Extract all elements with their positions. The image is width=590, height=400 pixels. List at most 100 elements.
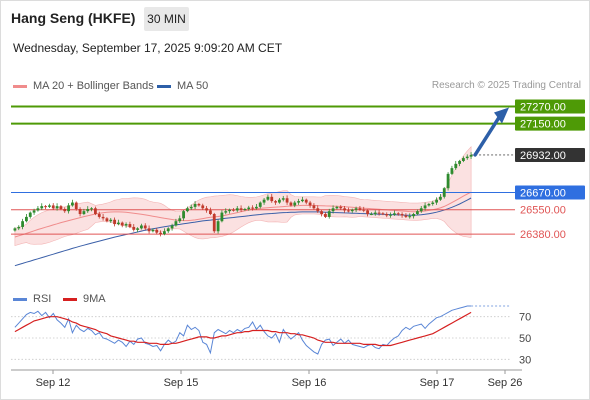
candle-body (469, 154, 473, 157)
candle-body (285, 198, 289, 203)
legend-ma50: MA 50 (157, 80, 208, 92)
candle-body (450, 168, 454, 174)
candle-body (36, 208, 40, 211)
candle-body (143, 225, 147, 229)
candle-body (385, 214, 389, 216)
candle-body (458, 160, 461, 164)
level-label-box (515, 185, 585, 200)
candle-body (109, 219, 113, 222)
candle-body (224, 211, 228, 213)
candle-body (251, 207, 254, 209)
candle-body (178, 218, 182, 222)
candle-body (67, 205, 70, 212)
candle-body (59, 206, 63, 210)
candle-body (25, 216, 28, 222)
candle-body (74, 202, 78, 210)
candle-body (105, 218, 109, 222)
candle-body (40, 206, 44, 209)
candle-body (293, 202, 297, 206)
candle-body (94, 208, 97, 215)
candle-body (373, 212, 377, 215)
legend-ma50-label: MA 50 (177, 80, 209, 92)
ma9-swatch (63, 297, 77, 301)
legend-ma20-label: MA 20 + Bollinger Bands (33, 80, 154, 92)
rsi-tick-label: 50 (519, 333, 531, 345)
rsi-line (14, 305, 472, 355)
candle-body (301, 199, 304, 202)
candle-body (243, 209, 247, 211)
candle-body (63, 209, 67, 212)
candle-body (278, 199, 281, 203)
candle-body (266, 196, 270, 200)
candle-body (312, 205, 316, 209)
candle-body (347, 210, 350, 212)
candle-body (370, 214, 373, 216)
rsi-ma9-line (14, 311, 472, 347)
candle-body (408, 216, 412, 218)
candle-body (186, 208, 189, 212)
candle-body (454, 163, 458, 169)
candle-body (51, 205, 55, 209)
candle-body (389, 214, 392, 216)
candle-body (431, 202, 435, 204)
candle-body (435, 199, 438, 203)
candle-body (220, 212, 224, 222)
candle-body (316, 208, 320, 212)
rsi-swatch (13, 297, 27, 301)
candle-body (182, 211, 185, 219)
level-label: 26932.00 (520, 150, 566, 162)
projection-arrow (473, 115, 501, 157)
candle-body (163, 231, 166, 235)
candle-body (155, 229, 159, 233)
candle-body (297, 201, 300, 203)
candle-body (101, 216, 105, 219)
candle-body (216, 221, 220, 232)
candle-body (419, 208, 423, 212)
candle-body (209, 210, 212, 215)
candle-body (174, 221, 178, 226)
level-label: 26380.00 (520, 229, 566, 241)
candle-body (396, 213, 400, 215)
candle-body (136, 228, 139, 230)
candle-body (166, 228, 170, 232)
level-label: 26550.00 (520, 205, 566, 217)
source-credit: Research © 2025 Trading Central (431, 80, 581, 91)
x-tick-label: Sep 12 (36, 377, 71, 389)
candle-body (427, 203, 431, 206)
candle-body (13, 228, 17, 231)
candle-body (44, 206, 47, 208)
candle-body (404, 215, 408, 217)
candle-body (82, 211, 86, 215)
candle-body (117, 222, 120, 225)
x-tick-label: Sep 16 (292, 377, 327, 389)
candle-body (393, 213, 396, 215)
candle-body (197, 203, 201, 206)
candle-body (377, 212, 381, 214)
candle-body (354, 208, 358, 210)
level-label-box (515, 116, 585, 131)
candle-body (358, 208, 362, 210)
ma50-swatch (157, 84, 171, 88)
candle-body (324, 214, 327, 217)
candle-body (412, 214, 415, 217)
candle-body (212, 214, 216, 232)
candle-body (170, 225, 174, 229)
candle-body (239, 208, 243, 210)
instrument-title: Hang Seng (HKFE) (11, 10, 136, 26)
candle-body (228, 209, 231, 212)
candle-body (97, 214, 101, 217)
timeframe-badge[interactable]: 30 MIN (144, 7, 189, 31)
candle-body (304, 199, 308, 203)
candle-body (17, 226, 21, 229)
candle-body (446, 173, 450, 189)
candle-body (232, 209, 235, 211)
candle-body (416, 211, 419, 215)
legend-rsi: RSI (13, 293, 51, 305)
candle-body (343, 208, 346, 211)
candle-body (366, 210, 369, 215)
candle-body (78, 209, 82, 215)
candle-body (48, 205, 51, 207)
candle-body (423, 205, 427, 209)
candle-body (28, 212, 32, 217)
